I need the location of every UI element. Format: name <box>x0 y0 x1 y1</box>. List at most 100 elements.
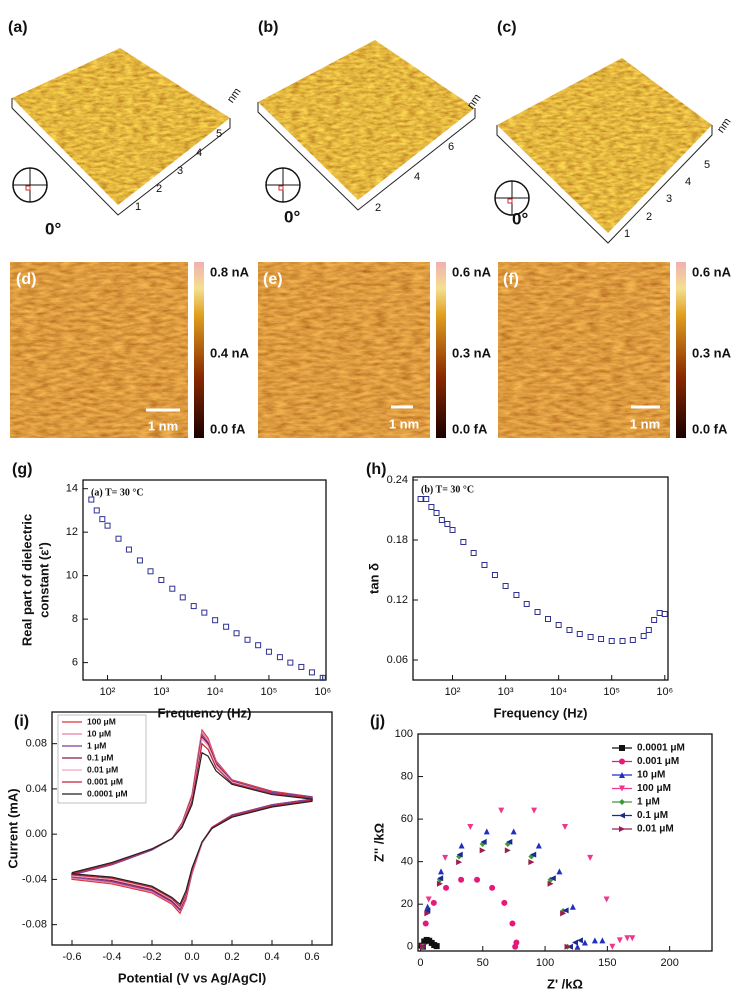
orientation-icon <box>265 167 301 203</box>
legend-label: 0.1 μM <box>637 810 668 821</box>
x-axis-label: Frequency (Hz) <box>158 705 252 720</box>
x-tick-label: -0.4 <box>103 951 122 963</box>
data-point <box>456 851 463 858</box>
y-tick-label: 0.24 <box>387 474 408 486</box>
data-point <box>481 562 488 568</box>
data-point <box>255 642 262 649</box>
data-point <box>571 939 578 946</box>
data-point <box>624 935 631 942</box>
data-point <box>651 617 658 623</box>
data-point <box>576 937 583 944</box>
x-tick-label: 10⁴ <box>207 686 224 698</box>
panel-label: (a) <box>8 19 28 36</box>
afm-image <box>258 40 475 200</box>
data-point <box>513 939 520 946</box>
panel-label: (e) <box>263 271 283 288</box>
legend-marker <box>619 785 625 792</box>
data-point <box>645 627 652 633</box>
data-point <box>562 907 569 914</box>
data-point <box>562 823 568 830</box>
x-tick-label: 0.6 <box>304 951 319 963</box>
legend-marker <box>619 812 625 819</box>
axis-tick-label: 4 <box>414 171 420 183</box>
afm-panel: (b) 2 4 6 nm 0° <box>257 19 484 226</box>
y-tick-label: 8 <box>72 613 78 625</box>
afm-panel: (a) 1 2 3 4 5 nm 0° <box>8 19 244 238</box>
axis-tick-label: 2 <box>375 202 381 214</box>
legend-label: 0.01 μM <box>637 824 674 835</box>
legend-label: 0.001 μM <box>637 756 679 767</box>
data-point <box>587 634 594 640</box>
angle-label: 0° <box>284 207 300 226</box>
legend-label: 0.0001 μM <box>87 788 128 798</box>
data-point <box>574 943 581 950</box>
data-point <box>276 654 283 661</box>
colorbar-label: 0.3 nA <box>692 345 732 360</box>
y-tick-label: -0.08 <box>22 919 47 931</box>
data-point <box>433 943 440 950</box>
axis-unit: nm <box>225 86 244 105</box>
data-point <box>99 516 106 523</box>
y-tick-label: 40 <box>401 856 413 868</box>
annotation: (a) T= 30 °C <box>91 487 144 498</box>
data-point <box>491 572 498 578</box>
legend-label: 100 μM <box>637 783 671 794</box>
data-point <box>223 623 230 630</box>
axis-tick-label: 5 <box>704 159 710 171</box>
data-point <box>509 920 516 927</box>
data-point <box>629 637 636 643</box>
x-axis-label: Frequency (Hz) <box>494 705 588 720</box>
x-tick-label: 0 <box>417 957 423 969</box>
data-point <box>480 838 487 845</box>
legend-marker <box>619 826 625 832</box>
base-edge <box>11 98 231 216</box>
data-point <box>483 828 490 835</box>
annotation: (b) T= 30 °C <box>421 484 474 495</box>
data-point <box>603 896 610 903</box>
data-point <box>201 609 208 616</box>
data-point <box>545 616 552 622</box>
legend-label: 0.0001 μM <box>637 743 685 754</box>
panel-label: (i) <box>14 713 29 730</box>
plot-frame <box>412 476 669 681</box>
data-point <box>115 535 122 542</box>
axis-tick-label: 4 <box>685 176 691 188</box>
axis-tick-label: 2 <box>646 211 652 223</box>
data-point <box>498 807 505 814</box>
legend-marker <box>619 745 625 751</box>
data-point <box>244 636 251 643</box>
data-point <box>470 550 477 556</box>
y-tick-label: 20 <box>401 898 413 910</box>
legend-label: 100 μM <box>87 716 116 726</box>
plot-frame <box>82 479 327 681</box>
data-point <box>444 521 451 527</box>
y-tick-label: 0.18 <box>387 534 408 546</box>
y-tick-label: 10 <box>66 570 78 582</box>
data-point <box>474 876 481 883</box>
x-tick-label: 0.0 <box>184 951 199 963</box>
y-tick-label: 0 <box>407 941 413 953</box>
current-map: (d) 1 nm 0.8 nA 0.4 nA 0.0 fA <box>10 262 250 438</box>
data-point <box>456 859 463 866</box>
axis-tick-label: 3 <box>666 193 672 205</box>
plot-frame <box>417 733 713 952</box>
data-point <box>661 611 668 617</box>
current-image <box>10 262 188 438</box>
y-tick-label: 12 <box>66 526 78 538</box>
x-tick-label: 0.2 <box>224 951 239 963</box>
x-tick-label: 10⁵ <box>261 686 278 698</box>
scale-label: 1 nm <box>630 416 660 431</box>
x-tick-label: 200 <box>660 957 678 969</box>
data-point <box>287 659 294 666</box>
data-point <box>437 875 444 882</box>
data-point <box>422 920 429 927</box>
x-tick-label: 10² <box>445 686 461 698</box>
data-point <box>619 638 626 644</box>
data-point <box>523 601 530 607</box>
data-point <box>436 880 443 887</box>
axis-tick-label: 1 <box>624 228 630 240</box>
y-tick-label: 0.12 <box>387 594 408 606</box>
data-point <box>458 842 465 849</box>
axis-tick-label: 6 <box>448 141 454 153</box>
